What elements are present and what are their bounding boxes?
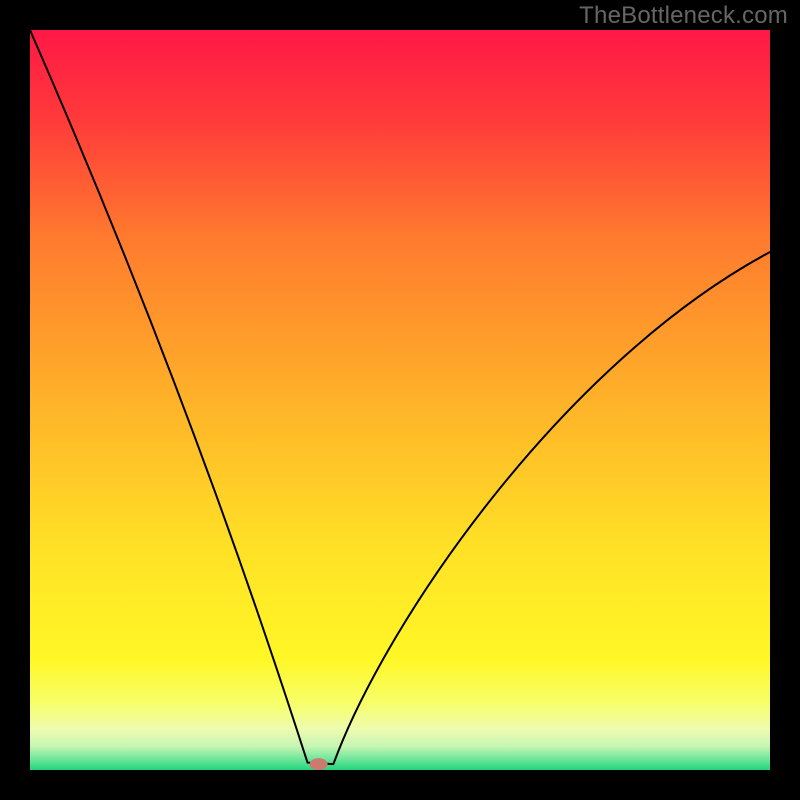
watermark-text: TheBottleneck.com (579, 2, 788, 30)
bottleneck-chart-svg (0, 0, 800, 800)
chart-container: { "watermark": { "text": "TheBottleneck.… (0, 0, 800, 800)
plot-background-gradient (30, 30, 770, 770)
optimum-marker (310, 758, 328, 770)
